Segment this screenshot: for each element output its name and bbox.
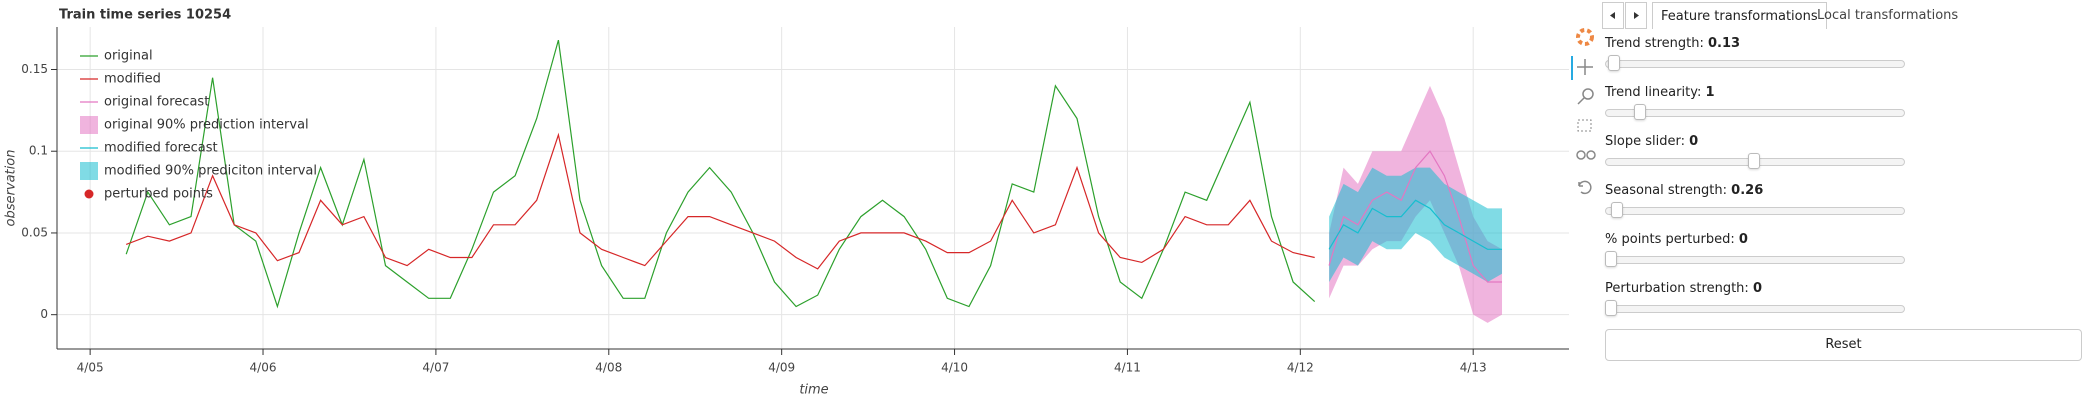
- box-select-tool[interactable]: [1577, 119, 1592, 132]
- y-tick-label: 0.15: [21, 62, 48, 76]
- slider-value: 0: [1752, 281, 1762, 296]
- slider-track[interactable]: [1605, 202, 1905, 218]
- legend-label: perturbed points: [104, 187, 213, 202]
- series-line: [125, 39, 1316, 309]
- slider-label: Trend linearity: 1: [1605, 85, 1715, 100]
- pan-tool[interactable]: [1577, 59, 1593, 75]
- slider-value: 0: [1738, 232, 1748, 247]
- slider-label: Slope slider: 0: [1605, 134, 1698, 149]
- series-line: [125, 132, 1315, 270]
- next-tab-button[interactable]: [1625, 2, 1647, 29]
- legend-label: original 90% prediction interval: [104, 118, 309, 133]
- slider-handle[interactable]: [1748, 153, 1760, 169]
- reset-button[interactable]: Reset: [1605, 329, 2082, 361]
- slider-title: Perturbation strength:: [1605, 281, 1749, 296]
- x-tick-label: 4/09: [768, 361, 795, 375]
- slider-handle[interactable]: [1607, 55, 1620, 71]
- x-tick-label: 4/10: [941, 361, 968, 375]
- slider-handle[interactable]: [1605, 300, 1617, 316]
- x-tick-label: 4/08: [595, 361, 622, 375]
- slider-title: Trend linearity:: [1605, 85, 1702, 100]
- legend-label: modified forecast: [104, 141, 218, 156]
- x-axis-label: time: [799, 383, 828, 398]
- slider-track[interactable]: [1605, 300, 1905, 316]
- toolbar: [1571, 28, 1596, 195]
- legend-swatch: [80, 116, 98, 134]
- legend-swatch: [80, 162, 98, 180]
- slider-title: Seasonal strength:: [1605, 183, 1728, 198]
- prev-icon: [1610, 12, 1615, 19]
- slider-value: 0: [1689, 134, 1699, 149]
- y-axis-label: observation: [4, 150, 19, 227]
- control-panel: Feature transformations Local transforma…: [1600, 0, 2088, 400]
- logo[interactable]: [1576, 28, 1594, 46]
- chart-title: Train time series 10254: [59, 8, 231, 23]
- slider-title: % points perturbed:: [1605, 232, 1735, 247]
- slider-track[interactable]: [1605, 251, 1905, 267]
- chart: Train time series 10254 time observation…: [4, 8, 1596, 398]
- legend-swatch: [84, 189, 94, 199]
- legend-label: original forecast: [104, 95, 209, 110]
- y-tick-label: 0.05: [21, 225, 48, 239]
- slider-handle[interactable]: [1605, 251, 1617, 267]
- slider-value: 1: [1705, 85, 1715, 100]
- slider-label: % points perturbed: 0: [1605, 232, 1748, 247]
- next-icon: [1634, 12, 1639, 19]
- slider-track[interactable]: [1605, 153, 1905, 169]
- slider-handle[interactable]: [1610, 202, 1623, 218]
- tab[interactable]: Feature transformations: [1652, 2, 1827, 29]
- series-line: [1328, 150, 1502, 283]
- y-tick-label: 0: [40, 307, 48, 321]
- slider-label: Trend strength: 0.13: [1605, 36, 1740, 51]
- slider-title: Slope slider:: [1605, 134, 1685, 149]
- prev-tab-button[interactable]: [1602, 2, 1624, 29]
- x-tick-label: 4/11: [1114, 361, 1141, 375]
- x-tick-label: 4/06: [250, 361, 277, 375]
- slider-title: Trend strength:: [1605, 36, 1704, 51]
- slider-handle[interactable]: [1633, 104, 1646, 120]
- slider-value: 0.13: [1708, 36, 1741, 51]
- tab[interactable]: Local transformations: [1817, 8, 1959, 23]
- zoom-tool[interactable]: [1577, 88, 1594, 105]
- x-tick-label: 4/12: [1287, 361, 1314, 375]
- slider-label: Perturbation strength: 0: [1605, 281, 1762, 296]
- wheel-zoom-tool[interactable]: [1576, 150, 1596, 160]
- reset-tool[interactable]: [1578, 180, 1592, 195]
- x-tick-label: 4/07: [422, 361, 449, 375]
- x-tick-label: 4/13: [1460, 361, 1487, 375]
- legend-label: original: [104, 49, 153, 64]
- slider-track[interactable]: [1605, 55, 1905, 71]
- prediction-interval: [1329, 167, 1503, 282]
- legend-label: modified: [104, 72, 161, 87]
- legend-label: modified 90% prediciton interval: [104, 164, 317, 179]
- y-tick-label: 0.1: [29, 144, 48, 158]
- slider-label: Seasonal strength: 0.26: [1605, 183, 1763, 198]
- slider-track[interactable]: [1605, 104, 1905, 120]
- series-line: [1328, 199, 1502, 250]
- x-tick-label: 4/05: [77, 361, 104, 375]
- slider-value: 0.26: [1731, 183, 1764, 198]
